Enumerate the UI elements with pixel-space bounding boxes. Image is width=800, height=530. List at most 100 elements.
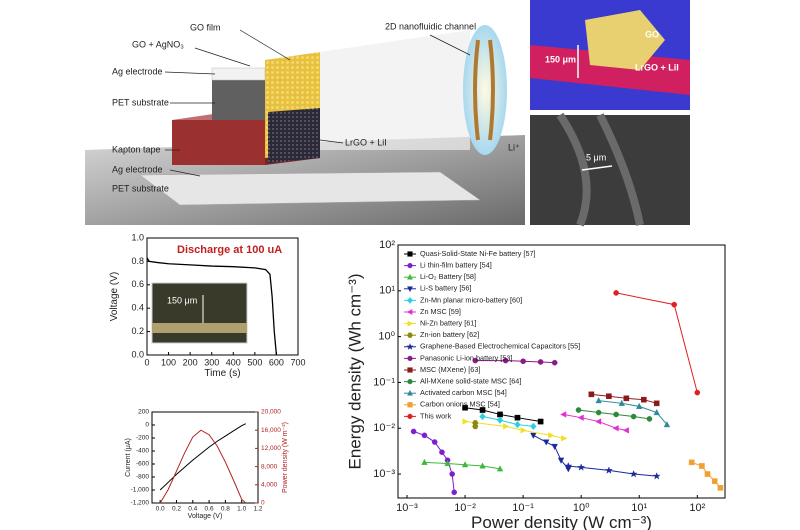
schematic: GO film GO + AgNO₃ Ag electrode PET subs… — [85, 21, 525, 225]
point — [479, 407, 486, 413]
x-tick-label: 10⁻² — [454, 502, 476, 514]
point — [548, 432, 555, 439]
x-axis-label: Voltage (V) — [188, 513, 223, 520]
x-tick-label: 0.0 — [156, 506, 165, 513]
point — [717, 485, 724, 491]
point — [407, 402, 413, 408]
x-tick-label: 1.0 — [237, 506, 246, 513]
x-axis-label: Power density (W cm⁻³) — [471, 513, 652, 530]
point — [537, 359, 544, 365]
y-tick-label: 10⁻² — [373, 422, 395, 434]
legend-label: Zn-Mn planar micro-battery [60] — [420, 295, 522, 304]
sem-images: GO 150 μm LrGO + LiI 5 μm — [530, 0, 690, 227]
point — [694, 389, 701, 396]
y2-tick-label: 12,000 — [261, 445, 281, 452]
point — [606, 393, 612, 400]
x-tick-label: 700 — [290, 357, 305, 367]
y-tick-label: 0.4 — [131, 303, 144, 313]
point — [646, 416, 653, 422]
series-line — [482, 416, 534, 427]
y2-tick-label: 4,000 — [261, 482, 278, 489]
plot-frame — [151, 411, 259, 504]
y-tick-label: 0.0 — [131, 349, 144, 359]
point — [497, 411, 503, 418]
label: Ag electrode — [112, 66, 163, 76]
point — [622, 427, 629, 434]
point — [514, 414, 521, 421]
point — [699, 463, 705, 469]
point — [641, 396, 647, 403]
legend-label: Li-S battery [56] — [420, 284, 472, 293]
y-axis-label: Energy density (Wh cm⁻³) — [345, 273, 364, 469]
sem-label: 5 μm — [586, 152, 606, 162]
point — [551, 443, 558, 451]
legend-label: Li-O₂ Battery [58] — [420, 272, 476, 281]
label: GO film — [190, 22, 221, 32]
point — [653, 400, 660, 407]
point — [595, 397, 602, 404]
point — [560, 411, 567, 418]
point — [577, 463, 586, 471]
x-tick-label: 1.2 — [253, 506, 262, 513]
x-tick-label: 500 — [247, 357, 262, 367]
point — [652, 472, 661, 480]
point — [449, 471, 455, 477]
y-tick-label: -1,200 — [131, 500, 150, 507]
label: PET substrate — [112, 97, 169, 107]
point — [520, 358, 526, 365]
legend-label: Quasi-Solid-State Ni-Fe battery [57] — [420, 249, 536, 258]
point — [629, 470, 638, 478]
point — [711, 478, 718, 484]
x-tick-label: 10⁻¹ — [512, 502, 534, 514]
point — [421, 432, 428, 439]
legend-label: Zn-ion battery [62] — [420, 330, 479, 339]
x-tick-label: 10⁻³ — [396, 502, 418, 514]
x-tick-label: 400 — [226, 357, 241, 367]
y2-tick-label: 16,000 — [261, 427, 281, 434]
y-tick-label: 0 — [145, 422, 149, 429]
point — [588, 391, 595, 398]
point — [462, 418, 469, 425]
point — [407, 379, 413, 385]
label: GO + AgNO₃ — [132, 39, 184, 49]
legend-label: Zn MSC [59] — [420, 307, 461, 316]
y2-tick-label: 8,000 — [261, 463, 278, 470]
y-tick-label: 10¹ — [379, 285, 395, 297]
y-tick-label: 10⁻¹ — [373, 376, 395, 388]
point — [410, 428, 417, 435]
point — [604, 466, 613, 474]
point — [407, 251, 413, 257]
y-tick-label: 0.2 — [131, 326, 144, 336]
line — [146, 257, 278, 356]
point — [537, 418, 544, 425]
point — [551, 359, 558, 366]
point — [530, 432, 537, 439]
x-tick-label: 10² — [689, 502, 705, 514]
plot-frame — [397, 244, 726, 499]
y-tick-label: 1.0 — [131, 232, 144, 242]
y-tick-label: -600 — [136, 461, 149, 468]
point — [502, 357, 509, 364]
point — [407, 389, 413, 396]
legend-label: MSC (MXene) [63] — [420, 365, 480, 374]
point — [462, 404, 468, 411]
inset-label: 150 μm — [167, 295, 197, 305]
point — [451, 489, 457, 496]
label: Ag electrode — [112, 164, 163, 174]
legend-label: Activated carbon MSC [54] — [420, 388, 507, 397]
legend-label: This work — [420, 411, 452, 420]
point — [663, 421, 671, 428]
legend-label: Panasonic Li-ion battery [53] — [420, 353, 512, 362]
y2-axis-label: Power density (W m⁻²) — [282, 422, 289, 493]
plot-frame — [146, 237, 299, 356]
point — [595, 409, 602, 416]
x-tick-label: 0.8 — [221, 506, 230, 513]
y-tick-label: -200 — [136, 435, 149, 442]
point — [407, 320, 414, 327]
y-tick-label: 0.6 — [131, 279, 144, 289]
inset-photo — [151, 282, 248, 344]
point — [688, 459, 695, 466]
point — [630, 413, 637, 420]
point — [514, 420, 521, 429]
